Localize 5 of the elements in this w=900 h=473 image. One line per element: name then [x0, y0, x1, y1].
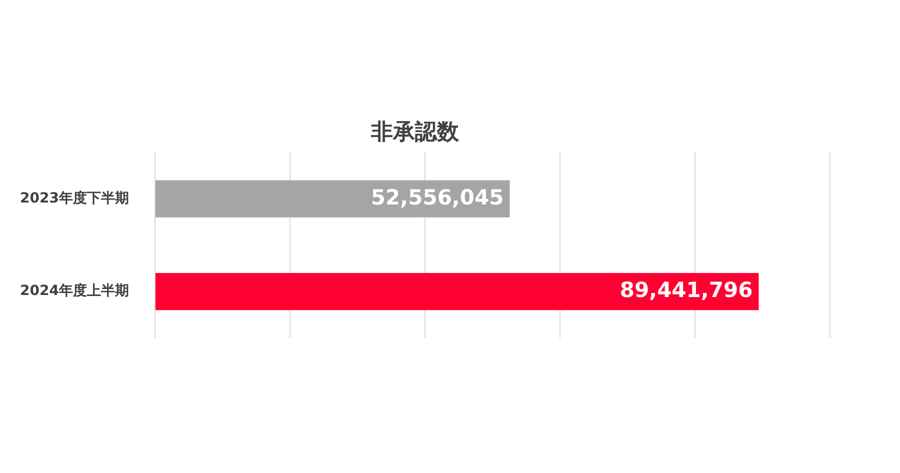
y-tick-label: 2023年度下半期: [20, 189, 129, 206]
y-tick-label: 2024年度上半期: [20, 282, 129, 300]
data-label: 52,556,045: [370, 185, 504, 210]
chart-title: 非承認数: [370, 120, 460, 145]
data-label: 89,441,796: [620, 278, 753, 302]
